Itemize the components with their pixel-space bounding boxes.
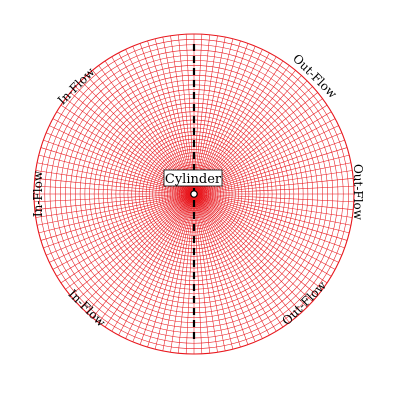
outflow-label-right: Out-Flow	[351, 164, 365, 221]
cylinder-label: Cylinder	[165, 172, 222, 187]
mesh-ring	[39, 39, 349, 349]
inflow-label-left: In-Flow	[31, 170, 45, 217]
mesh-outer-boundary	[33, 33, 355, 355]
cylinder-label-box	[163, 169, 223, 187]
cylinder-body	[190, 190, 198, 198]
